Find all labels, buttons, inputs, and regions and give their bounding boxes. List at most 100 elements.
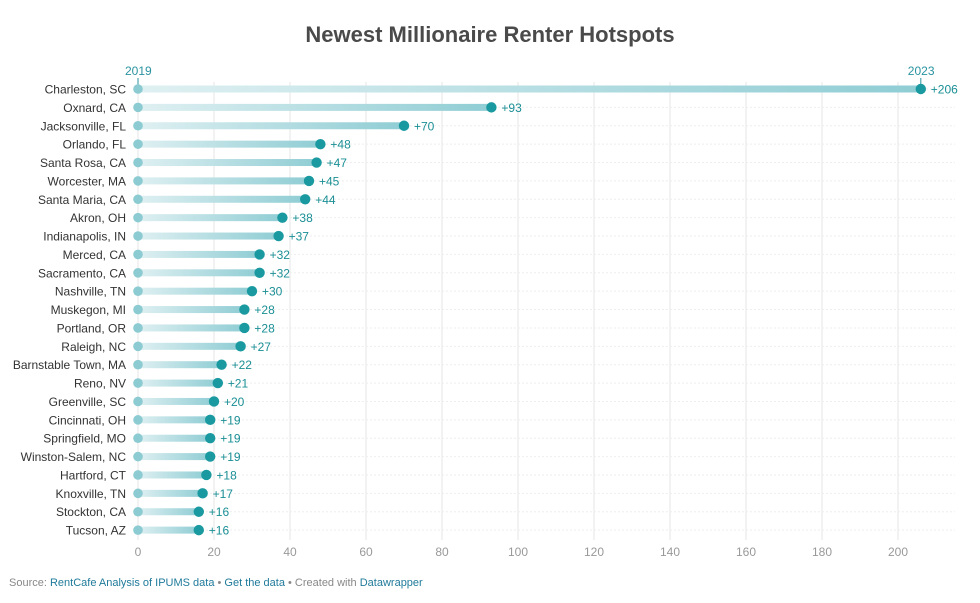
start-dot-2019 — [133, 139, 143, 149]
city-label: Jacksonville, FL — [41, 119, 127, 133]
end-dot-2023 — [212, 377, 223, 389]
range-bar — [138, 342, 241, 350]
range-bar — [138, 416, 211, 424]
start-dot-2019 — [133, 231, 143, 241]
x-tick-label: 180 — [812, 545, 832, 559]
start-dot-2019 — [133, 506, 143, 517]
city-label: Akron, OH — [70, 211, 126, 225]
end-dot-2023 — [216, 359, 227, 370]
city-label: Nashville, TN — [55, 285, 126, 299]
city-label: Portland, OR — [57, 321, 127, 335]
x-tick-label: 160 — [736, 545, 756, 559]
end-dot-2023 — [300, 194, 311, 205]
start-year-label: 2019 — [125, 64, 152, 78]
range-bar — [138, 122, 404, 130]
range-bar — [138, 159, 317, 167]
range-bar — [138, 85, 921, 93]
range-bar — [138, 379, 218, 387]
footer-separator: • — [214, 577, 225, 589]
city-label: Merced, CA — [63, 248, 126, 262]
start-dot-2019 — [133, 157, 143, 168]
range-bar — [138, 397, 214, 405]
city-label: Santa Rosa, CA — [40, 156, 126, 170]
change-label: +32 — [270, 266, 291, 280]
x-tick-label: 40 — [283, 545, 297, 559]
range-bar — [138, 324, 245, 332]
end-dot-2023 — [273, 230, 284, 242]
range-bar — [138, 434, 211, 442]
range-bar — [138, 453, 211, 461]
city-label: Santa Maria, CA — [38, 193, 126, 207]
change-label: +70 — [414, 119, 435, 133]
change-label: +38 — [292, 211, 313, 225]
end-year-label: 2023 — [908, 64, 935, 78]
city-label: Knoxville, TN — [56, 487, 126, 501]
change-label: +30 — [262, 285, 283, 299]
source-link[interactable]: RentCafe Analysis of IPUMS data — [49, 577, 215, 589]
start-dot-2019 — [133, 488, 143, 499]
change-label: +22 — [232, 358, 253, 372]
start-dot-2019 — [133, 84, 143, 94]
end-dot-2023 — [311, 157, 322, 168]
x-tick-label: 80 — [435, 545, 449, 559]
city-label: Stockton, CA — [56, 505, 126, 519]
start-dot-2019 — [133, 396, 143, 407]
chart-title: Newest Millionaire Renter Hotspots — [305, 22, 675, 47]
change-label: +48 — [330, 138, 351, 152]
start-dot-2019 — [133, 304, 143, 315]
change-label: +21 — [228, 377, 249, 391]
start-dot-2019 — [133, 341, 143, 352]
x-tick-label: 100 — [508, 545, 528, 559]
end-dot-2023 — [205, 451, 216, 462]
range-bar — [138, 526, 199, 534]
start-dot-2019 — [133, 249, 143, 260]
datawrapper-link[interactable]: Datawrapper — [359, 577, 423, 589]
city-label: Orlando, FL — [63, 138, 127, 152]
change-label: +27 — [251, 340, 272, 354]
range-bar — [138, 232, 279, 240]
change-label: +18 — [216, 468, 237, 482]
city-label: Greenville, SC — [49, 395, 127, 409]
change-label: +19 — [220, 432, 241, 446]
change-label: +16 — [209, 505, 230, 519]
city-label: Reno, NV — [74, 377, 126, 391]
x-tick-label: 140 — [660, 545, 680, 559]
x-tick-label: 200 — [888, 545, 908, 559]
change-label: +28 — [254, 303, 275, 317]
end-dot-2023 — [254, 267, 265, 278]
range-bar — [138, 306, 245, 314]
chart-footer: Source: RentCafe Analysis of IPUMS data … — [9, 577, 423, 589]
city-label: Indianapolis, IN — [43, 230, 126, 244]
end-dot-2023 — [246, 285, 258, 297]
end-dot-2023 — [303, 175, 315, 187]
end-dot-2023 — [486, 102, 497, 113]
source-prefix: Source: — [9, 577, 50, 589]
range-bar — [138, 508, 199, 516]
start-dot-2019 — [133, 433, 143, 444]
footer-separator-created: • Created with — [284, 577, 360, 589]
end-dot-2023 — [193, 506, 204, 517]
change-label: +19 — [220, 413, 241, 427]
city-label: Muskegon, MI — [51, 303, 126, 317]
get-data-link[interactable]: Get the data — [224, 577, 285, 589]
city-label: Winston-Salem, NC — [21, 450, 127, 464]
range-bar — [138, 140, 321, 148]
range-bar — [138, 103, 492, 111]
change-label: +45 — [319, 174, 340, 188]
range-bar — [138, 287, 252, 295]
range-bar — [138, 269, 260, 277]
end-dot-2023 — [205, 433, 216, 444]
end-dot-2023 — [197, 488, 208, 499]
end-dot-2023 — [315, 138, 326, 150]
end-dot-2023 — [915, 83, 926, 95]
range-bar — [138, 489, 203, 497]
end-dot-2023 — [193, 524, 204, 536]
city-label: Raleigh, NC — [61, 340, 126, 354]
range-bar — [138, 361, 222, 369]
city-label: Hartford, CT — [60, 468, 127, 482]
city-label: Springfield, MO — [43, 432, 126, 446]
start-dot-2019 — [133, 212, 143, 223]
city-label: Cincinnati, OH — [49, 413, 126, 427]
end-dot-2023 — [254, 249, 265, 260]
x-tick-label: 120 — [584, 545, 604, 559]
